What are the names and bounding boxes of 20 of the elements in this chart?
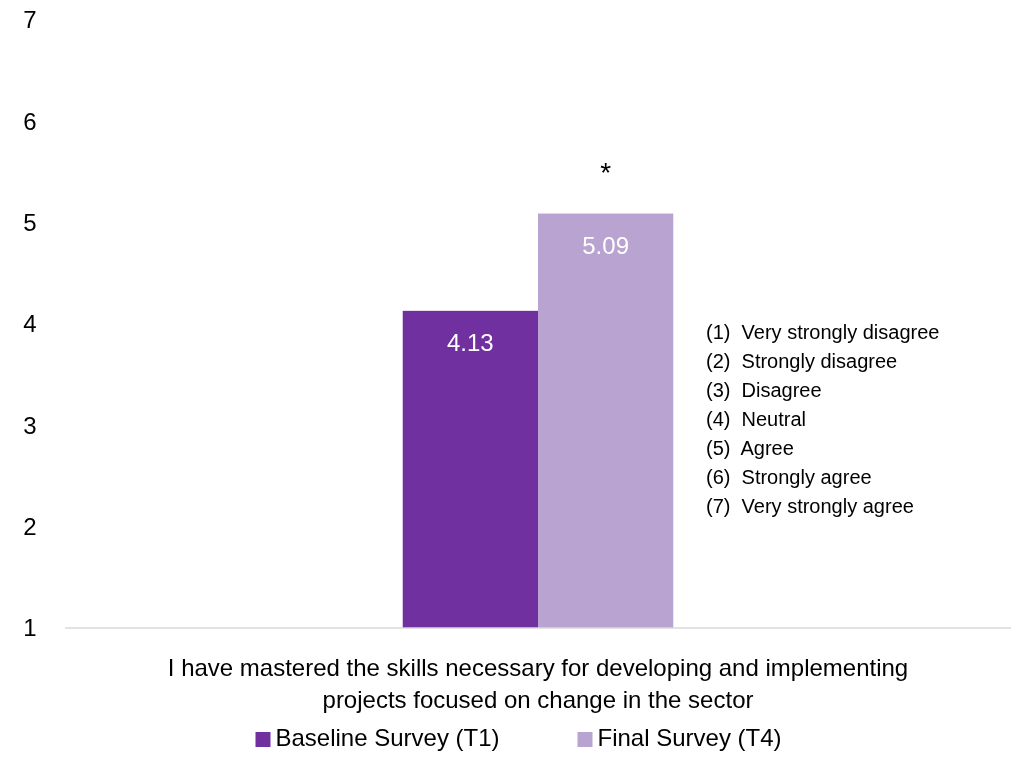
annotation: (6) Strongly agree xyxy=(706,466,872,489)
y-tick-label: 7 xyxy=(23,6,37,34)
x-tick-label: I have mastered the skills necessary for developing and implementing projects focused on change in the sector xyxy=(167,654,909,713)
legend-label: Baseline Survey (T1) xyxy=(275,724,500,751)
data-label: 5.09 xyxy=(582,231,629,259)
y-tick-label: 6 xyxy=(23,107,37,135)
y-tick-label: 2 xyxy=(23,513,37,541)
annotation: (2) Strongly disagree xyxy=(706,350,898,373)
y-tick-label: 4 xyxy=(23,310,37,338)
annotation: (4) Neutral xyxy=(706,408,807,431)
annotation: (1) Very strongly disagree xyxy=(706,321,940,344)
annotation: (5) Agree xyxy=(706,437,794,460)
annotation: (7) Very strongly agree xyxy=(706,495,914,518)
y-tick-label: 3 xyxy=(23,411,37,439)
y-tick-label: 5 xyxy=(23,209,37,237)
annotation: (3) Disagree xyxy=(706,379,822,402)
y-tick-label: 1 xyxy=(23,614,37,642)
data-label: 4.13 xyxy=(447,328,494,356)
legend-label: Final Survey (T4) xyxy=(597,724,782,751)
annotation: * xyxy=(600,156,612,188)
